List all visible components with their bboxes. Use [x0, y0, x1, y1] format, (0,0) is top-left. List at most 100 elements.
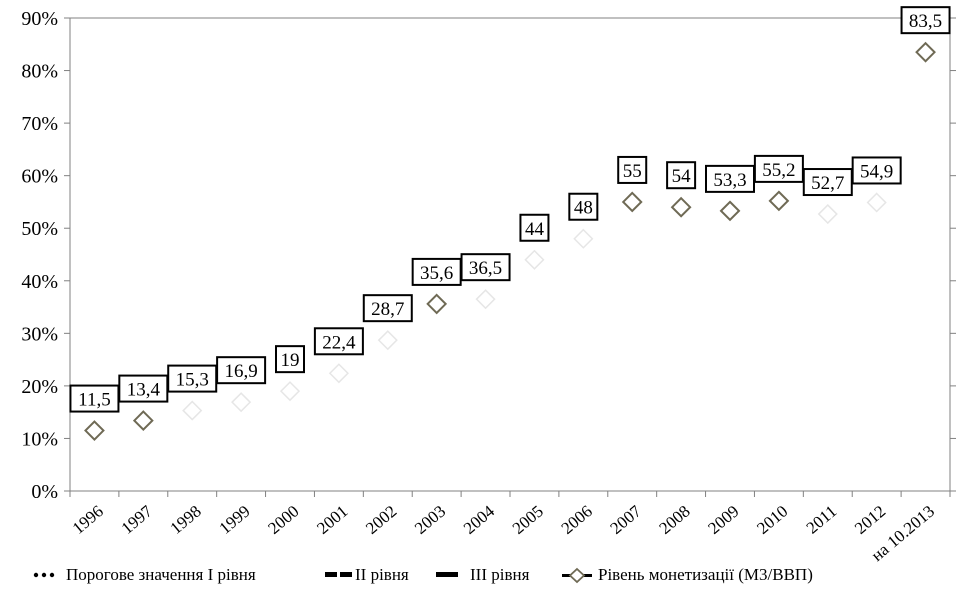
- data-label: 53,3: [713, 170, 746, 191]
- y-tick-label: 20%: [21, 376, 58, 398]
- x-tick-label: 2005: [509, 502, 547, 538]
- data-label: 55,2: [762, 160, 795, 181]
- y-tick-label: 30%: [21, 323, 58, 345]
- data-label: 48: [574, 198, 593, 219]
- legend-diamond: [568, 567, 586, 584]
- y-tick-label: 70%: [21, 113, 58, 135]
- data-label: 11,5: [78, 390, 111, 411]
- data-label: 13,4: [127, 380, 161, 401]
- data-point-marker: [524, 249, 545, 270]
- data-label: 16,9: [224, 361, 257, 382]
- x-tick-label: 2007: [607, 501, 646, 538]
- data-label: 54,9: [860, 161, 893, 182]
- legend-label: Порогове значення I рівня: [66, 565, 256, 584]
- data-label-box: 55: [617, 155, 648, 184]
- data-point-marker: [866, 192, 887, 213]
- x-tick-label: 2012: [851, 502, 889, 538]
- data-point-marker: [621, 191, 643, 213]
- y-tick-label: 40%: [21, 271, 58, 293]
- x-tick-label: 2009: [704, 502, 742, 538]
- data-label-frame: [519, 213, 550, 242]
- data-label-frame: [666, 161, 697, 190]
- data-point-marker: [377, 330, 398, 351]
- data-label: 19: [281, 350, 300, 371]
- data-label-box: 36,5: [460, 253, 511, 282]
- data-label: 35,6: [420, 263, 453, 284]
- data-point-marker: [817, 203, 838, 225]
- x-tick-label: 2008: [655, 502, 693, 538]
- x-tick-label: 1997: [118, 501, 157, 538]
- data-point-marker: [573, 228, 594, 249]
- y-tick-label: 50%: [21, 218, 58, 240]
- data-label: 83,5: [909, 11, 942, 32]
- data-labels: 11,5 13,4 15,3 16,9 19 22,4 28,7 35,6 36,5 44 48 55…: [69, 6, 951, 413]
- data-label: 22,4: [322, 332, 356, 353]
- data-point-marker: [475, 289, 496, 310]
- data-label: 36,5: [469, 258, 502, 279]
- data-point-marker: [768, 190, 790, 212]
- data-point-marker: [182, 400, 203, 421]
- x-tick-label: 1998: [167, 502, 205, 538]
- data-label-box: 13,4: [118, 374, 169, 403]
- legend-solid-line: [436, 572, 458, 577]
- data-label-frame: [362, 294, 413, 323]
- data-label-frame: [411, 257, 462, 286]
- data-label-frame: [851, 156, 902, 185]
- x-tick-label: 2006: [558, 502, 596, 538]
- y-tick-label: 90%: [21, 8, 58, 30]
- y-tick-label: 60%: [21, 166, 58, 188]
- y-tick-label: 10%: [21, 428, 58, 450]
- data-point-marker: [426, 293, 448, 315]
- data-label-frame: [216, 356, 267, 385]
- legend-dot: [49, 572, 55, 578]
- data-label-box: 35,6: [411, 257, 462, 286]
- x-tick-label: 2002: [362, 502, 400, 538]
- data-label: 55: [623, 161, 642, 182]
- data-label-box: 83,5: [900, 6, 951, 35]
- legend-label: II рівня: [355, 565, 409, 584]
- data-label-box: 16,9: [216, 356, 267, 385]
- data-point-marker: [132, 410, 154, 431]
- data-label-frame: [313, 327, 364, 356]
- data-label-box: 53,3: [705, 164, 755, 193]
- x-tick-label: 2003: [411, 502, 449, 538]
- x-tick-label: 2000: [264, 502, 302, 538]
- data-label: 54: [672, 166, 692, 187]
- legend-dot: [41, 572, 47, 578]
- data-point-marker: [670, 196, 692, 218]
- data-label-box: 44: [519, 213, 550, 242]
- y-tick-label: 80%: [21, 61, 58, 83]
- data-label-box: 19: [275, 345, 305, 374]
- data-label-box: 15,3: [167, 364, 218, 393]
- data-label-frame: [167, 364, 218, 393]
- data-label-frame: [275, 345, 305, 374]
- x-tick-label: 1999: [215, 502, 253, 538]
- data-label-box: 28,7: [362, 294, 413, 323]
- data-point-marker: [328, 363, 349, 384]
- data-label-frame: [900, 6, 951, 35]
- data-label-box: 55,2: [753, 154, 804, 183]
- data-label-box: 11,5: [69, 384, 120, 413]
- x-tick-label: 2001: [313, 502, 351, 538]
- legend-label: Рівень монетизації (М3/ВВП): [598, 565, 813, 584]
- x-tick-label: 2011: [803, 502, 841, 538]
- data-label-frame: [705, 164, 755, 193]
- x-tick-labels: 1996 1997 1998 1999 2000 2001 2002 2003 2004 2005…: [69, 501, 938, 565]
- legend-dash: [340, 572, 352, 577]
- data-point-marker: [719, 200, 741, 222]
- x-tick-label: 1996: [69, 502, 107, 538]
- legend-dot: [33, 572, 39, 578]
- x-tick-label: 2010: [753, 502, 791, 538]
- data-label-frame: [568, 192, 599, 221]
- data-label-frame: [460, 253, 511, 282]
- legend-label: III рівня: [470, 565, 530, 584]
- data-label: 28,7: [371, 299, 404, 320]
- data-label-box: 22,4: [313, 327, 364, 356]
- data-label-frame: [753, 154, 804, 183]
- data-label: 52,7: [811, 173, 844, 194]
- data-label-frame: [617, 155, 648, 184]
- data-point-marker: [279, 381, 301, 402]
- data-points: [84, 41, 936, 441]
- data-label: 44: [525, 219, 545, 240]
